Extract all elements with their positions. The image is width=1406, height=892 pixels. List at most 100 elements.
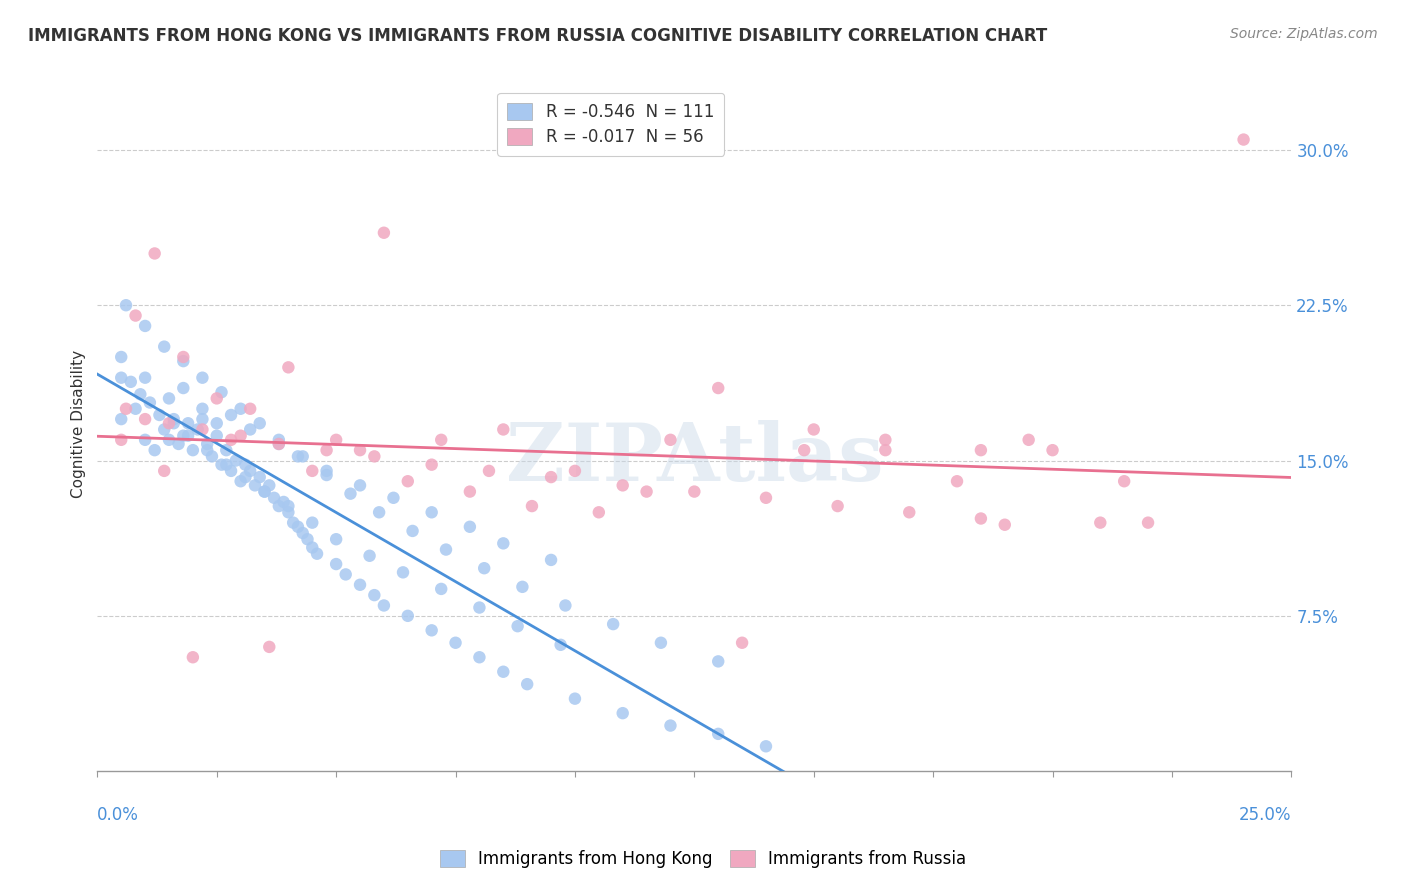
- Point: [540, 553, 562, 567]
- Point: [506, 619, 529, 633]
- Point: [187, 422, 209, 436]
- Point: [297, 533, 319, 547]
- Point: [373, 599, 395, 613]
- Point: [349, 578, 371, 592]
- Point: [512, 580, 534, 594]
- Point: [492, 536, 515, 550]
- Point: [875, 433, 897, 447]
- Text: 25.0%: 25.0%: [1239, 805, 1291, 824]
- Point: [373, 226, 395, 240]
- Point: [134, 433, 156, 447]
- Point: [157, 416, 180, 430]
- Point: [382, 491, 405, 505]
- Point: [229, 428, 252, 442]
- Point: [172, 381, 194, 395]
- Point: [444, 636, 467, 650]
- Point: [120, 375, 142, 389]
- Point: [110, 350, 132, 364]
- Point: [368, 505, 391, 519]
- Point: [267, 437, 290, 451]
- Point: [325, 433, 347, 447]
- Point: [325, 557, 347, 571]
- Point: [612, 706, 634, 721]
- Point: [659, 718, 682, 732]
- Point: [115, 401, 138, 416]
- Point: [291, 450, 314, 464]
- Point: [1232, 132, 1254, 146]
- Point: [115, 298, 138, 312]
- Point: [229, 401, 252, 416]
- Point: [239, 464, 262, 478]
- Point: [267, 433, 290, 447]
- Point: [139, 395, 162, 409]
- Point: [219, 408, 242, 422]
- Point: [273, 495, 295, 509]
- Point: [172, 428, 194, 442]
- Point: [468, 650, 491, 665]
- Point: [359, 549, 381, 563]
- Point: [363, 450, 385, 464]
- Text: Source: ZipAtlas.com: Source: ZipAtlas.com: [1230, 27, 1378, 41]
- Point: [181, 443, 204, 458]
- Point: [249, 470, 271, 484]
- Point: [612, 478, 634, 492]
- Point: [803, 422, 825, 436]
- Point: [225, 453, 247, 467]
- Point: [205, 392, 228, 406]
- Point: [143, 246, 166, 260]
- Point: [287, 450, 309, 464]
- Point: [994, 517, 1017, 532]
- Point: [325, 533, 347, 547]
- Point: [267, 499, 290, 513]
- Point: [335, 567, 357, 582]
- Point: [468, 600, 491, 615]
- Point: [239, 422, 262, 436]
- Point: [219, 464, 242, 478]
- Point: [277, 360, 299, 375]
- Point: [550, 638, 572, 652]
- Point: [707, 381, 730, 395]
- Point: [235, 470, 257, 484]
- Text: IMMIGRANTS FROM HONG KONG VS IMMIGRANTS FROM RUSSIA COGNITIVE DISABILITY CORRELA: IMMIGRANTS FROM HONG KONG VS IMMIGRANTS …: [28, 27, 1047, 45]
- Point: [134, 412, 156, 426]
- Point: [755, 491, 778, 505]
- Point: [110, 433, 132, 447]
- Point: [229, 475, 252, 489]
- Point: [392, 566, 415, 580]
- Point: [277, 499, 299, 513]
- Point: [153, 464, 176, 478]
- Point: [134, 370, 156, 384]
- Point: [205, 428, 228, 442]
- Point: [153, 422, 176, 436]
- Point: [253, 484, 276, 499]
- Point: [277, 505, 299, 519]
- Point: [163, 412, 186, 426]
- Point: [564, 691, 586, 706]
- Point: [472, 561, 495, 575]
- Point: [520, 499, 543, 513]
- Point: [970, 511, 993, 525]
- Point: [588, 505, 610, 519]
- Point: [458, 484, 481, 499]
- Point: [287, 520, 309, 534]
- Point: [267, 437, 290, 451]
- Point: [205, 416, 228, 430]
- Point: [219, 433, 242, 447]
- Legend: Immigrants from Hong Kong, Immigrants from Russia: Immigrants from Hong Kong, Immigrants fr…: [433, 843, 973, 875]
- Point: [707, 727, 730, 741]
- Point: [129, 387, 152, 401]
- Point: [172, 350, 194, 364]
- Point: [177, 416, 200, 430]
- Point: [420, 458, 443, 472]
- Point: [124, 401, 146, 416]
- Point: [946, 475, 969, 489]
- Point: [1042, 443, 1064, 458]
- Y-axis label: Cognitive Disability: Cognitive Disability: [72, 351, 86, 499]
- Point: [1090, 516, 1112, 530]
- Point: [143, 443, 166, 458]
- Point: [215, 443, 238, 458]
- Point: [683, 484, 706, 499]
- Point: [211, 458, 233, 472]
- Point: [315, 464, 337, 478]
- Point: [263, 491, 285, 505]
